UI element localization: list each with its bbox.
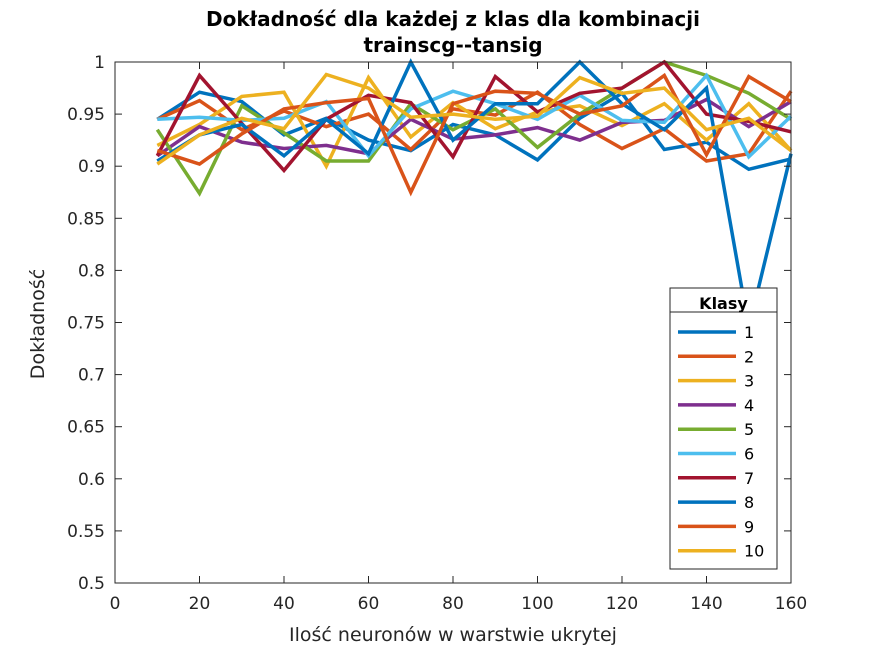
y-tick-label: 0.6: [78, 470, 105, 490]
x-axis: 0 20 40 60 80 100 120 140 160: [110, 62, 807, 614]
series-layer: [155, 58, 793, 329]
legend-label-2: 2: [744, 347, 754, 366]
legend-label-9: 9: [744, 517, 754, 536]
legend-label-3: 3: [744, 372, 754, 391]
legend: Klasy 1 2 3 4 5 6 7 8 9 10: [669, 287, 778, 570]
y-tick-label: 0.85: [67, 209, 105, 229]
x-tick-label: 160: [775, 594, 807, 614]
legend-label-10: 10: [744, 542, 764, 561]
x-tick-label: 0: [110, 594, 121, 614]
series-line-10: [156, 72, 793, 166]
legend-title: Klasy: [699, 294, 748, 313]
y-tick-label: 0.55: [67, 522, 105, 542]
y-tick-label: 0.5: [78, 574, 105, 594]
x-tick-label: 120: [606, 594, 638, 614]
legend-items: 1 2 3 4 5 6 7 8 9 10: [678, 323, 764, 561]
y-tick-label: 0.65: [67, 418, 105, 438]
x-axis-label: Ilość neuronów w warstwie ukrytej: [289, 624, 617, 646]
x-tick-label: 100: [521, 594, 553, 614]
chart-title-line-2: trainscg--tansig: [363, 33, 542, 57]
y-tick-label: 0.8: [78, 261, 105, 281]
y-axis-label: Dokładność: [27, 269, 49, 379]
x-tick-label: 60: [358, 594, 380, 614]
y-tick-label: 0.75: [67, 314, 105, 334]
legend-label-5: 5: [744, 420, 754, 439]
legend-label-6: 6: [744, 445, 754, 464]
x-tick-label: 80: [442, 594, 464, 614]
chart-title-line-1: Dokładność dla każdej z klas dla kombina…: [206, 7, 700, 31]
x-tick-label: 140: [690, 594, 722, 614]
y-axis: 0.5 0.55 0.6 0.65 0.7 0.75 0.8 0.85 0.9 0.95 1: [67, 53, 791, 594]
x-tick-label: 40: [273, 594, 295, 614]
series-line-9: [156, 72, 792, 197]
legend-label-1: 1: [744, 323, 754, 342]
y-tick-label: 0.95: [67, 105, 105, 125]
y-tick-label: 1: [94, 53, 105, 73]
x-tick-label: 20: [189, 594, 211, 614]
legend-label-7: 7: [744, 469, 754, 488]
legend-label-8: 8: [744, 493, 754, 512]
y-tick-label: 0.7: [78, 366, 105, 386]
y-tick-label: 0.9: [78, 157, 105, 177]
legend-label-4: 4: [744, 396, 754, 415]
